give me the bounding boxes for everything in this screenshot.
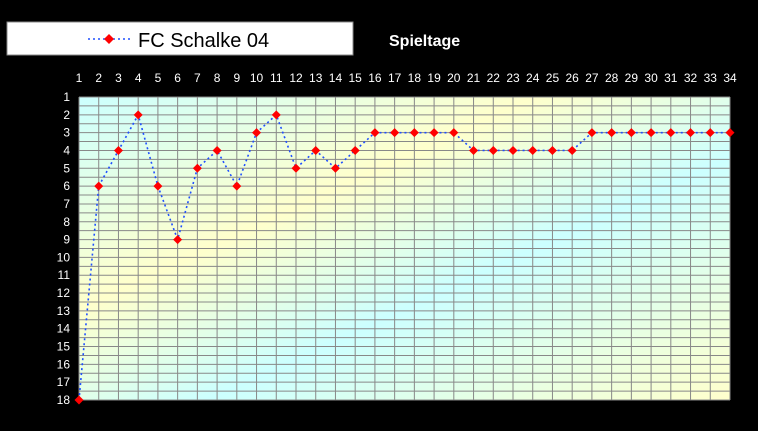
data-point-marker (508, 145, 518, 155)
x-tick-label: 16 (368, 71, 382, 85)
x-tick-label: 9 (233, 71, 240, 85)
data-point-marker (153, 181, 163, 191)
x-tick-label: 26 (566, 71, 580, 85)
x-tick-label: 24 (526, 71, 540, 85)
legend: FC Schalke 04 (6, 21, 354, 56)
y-tick-label: 11 (58, 268, 71, 282)
y-tick-label: 17 (57, 375, 71, 389)
x-tick-label: 1 (76, 71, 83, 85)
gridlines (78, 96, 731, 401)
data-point-marker (429, 128, 439, 138)
y-tick-label: 5 (63, 161, 70, 175)
y-tick-label: 1 (63, 90, 70, 104)
data-point-marker (469, 145, 479, 155)
y-tick-label: 16 (57, 357, 71, 371)
series-line (78, 112, 730, 401)
x-tick-label: 28 (605, 71, 619, 85)
y-tick-label: 3 (63, 126, 70, 140)
x-tick-label: 19 (427, 71, 441, 85)
data-point-marker (686, 128, 696, 138)
data-point-marker (725, 128, 735, 138)
x-tick-label: 13 (309, 71, 323, 85)
x-tick-label: 15 (349, 71, 363, 85)
data-point-marker (666, 128, 676, 138)
legend-label: FC Schalke 04 (138, 30, 269, 52)
x-axis-title: Spieltage (389, 33, 460, 50)
data-point-marker (705, 128, 715, 138)
data-point-marker (252, 128, 262, 138)
data-point-marker (390, 128, 400, 138)
x-tick-label: 20 (447, 71, 461, 85)
x-tick-label: 23 (506, 71, 520, 85)
data-point-marker (409, 128, 419, 138)
data-point-marker (212, 145, 222, 155)
data-point-marker (113, 145, 123, 155)
legend-marker-icon (104, 34, 114, 44)
data-point-marker (291, 163, 301, 173)
y-tick-label: 15 (57, 340, 71, 354)
legend-box (6, 21, 354, 56)
data-point-marker (232, 181, 242, 191)
x-tick-label: 3 (115, 71, 122, 85)
data-point-marker (449, 128, 459, 138)
x-tick-label: 27 (585, 71, 599, 85)
data-point-marker (192, 163, 202, 173)
y-tick-label: 12 (57, 286, 71, 300)
data-point-marker (528, 145, 538, 155)
x-tick-label: 31 (664, 71, 678, 85)
y-tick-label: 7 (63, 197, 70, 211)
x-tick-label: 11 (270, 71, 283, 85)
x-tick-label: 34 (723, 71, 737, 85)
data-point-marker (607, 128, 617, 138)
x-tick-label: 30 (644, 71, 658, 85)
x-tick-label: 10 (250, 71, 264, 85)
x-tick-label: 18 (408, 71, 422, 85)
data-point-marker (370, 128, 380, 138)
x-tick-label: 25 (546, 71, 560, 85)
y-tick-label: 10 (57, 250, 71, 264)
x-tick-label: 33 (704, 71, 718, 85)
x-tick-labels: 1 2 3 4 5 6 7 8 9 10 11 12 13 14 15 16 17 18 19 20 21 22 23 24 2… (76, 71, 737, 85)
y-tick-label: 9 (63, 233, 70, 247)
data-point-marker (74, 395, 84, 405)
x-tick-label: 12 (289, 71, 303, 85)
x-tick-label: 21 (467, 71, 481, 85)
y-tick-label: 8 (63, 215, 70, 229)
y-tick-label: 18 (57, 393, 71, 407)
x-tick-label: 2 (95, 71, 102, 85)
x-tick-label: 8 (214, 71, 221, 85)
data-point-marker (271, 110, 281, 120)
data-point-marker (488, 145, 498, 155)
x-tick-label: 14 (329, 71, 343, 85)
x-tick-label: 4 (135, 71, 142, 85)
y-tick-label: 6 (63, 179, 70, 193)
data-point-marker (350, 145, 360, 155)
y-tick-label: 14 (57, 322, 71, 336)
data-point-marker (626, 128, 636, 138)
x-tick-label: 17 (388, 71, 402, 85)
x-tick-label: 5 (155, 71, 162, 85)
x-tick-label: 6 (174, 71, 181, 85)
x-tick-label: 7 (194, 71, 201, 85)
series-fc-schalke-04 (74, 110, 735, 405)
data-point-marker (587, 128, 597, 138)
data-point-marker (567, 145, 577, 155)
y-tick-label: 4 (63, 143, 70, 157)
data-point-marker (311, 145, 321, 155)
data-point-marker (173, 235, 183, 245)
x-tick-label: 32 (684, 71, 698, 85)
x-tick-label: 29 (625, 71, 639, 85)
data-point-marker (94, 181, 104, 191)
data-point-marker (133, 110, 143, 120)
y-tick-label: 13 (57, 304, 71, 318)
y-tick-label: 2 (63, 108, 70, 122)
data-point-marker (646, 128, 656, 138)
data-point-marker (547, 145, 557, 155)
data-point-marker (330, 163, 340, 173)
x-tick-label: 22 (487, 71, 501, 85)
